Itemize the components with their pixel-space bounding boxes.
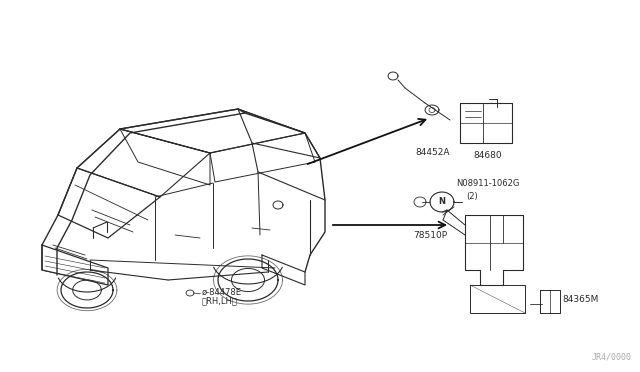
Text: JR4/0000: JR4/0000 (592, 353, 632, 362)
Text: （RH,LH）: （RH,LH） (202, 296, 238, 305)
Text: 84365M: 84365M (562, 295, 598, 304)
Text: (2): (2) (466, 192, 477, 201)
Text: 84680: 84680 (474, 151, 502, 160)
Text: ø-84478E: ø-84478E (202, 288, 242, 296)
Text: 78510P: 78510P (413, 231, 447, 240)
Text: 84452A: 84452A (415, 148, 449, 157)
Text: N: N (438, 198, 445, 206)
Text: N08911-1062G: N08911-1062G (456, 180, 520, 189)
